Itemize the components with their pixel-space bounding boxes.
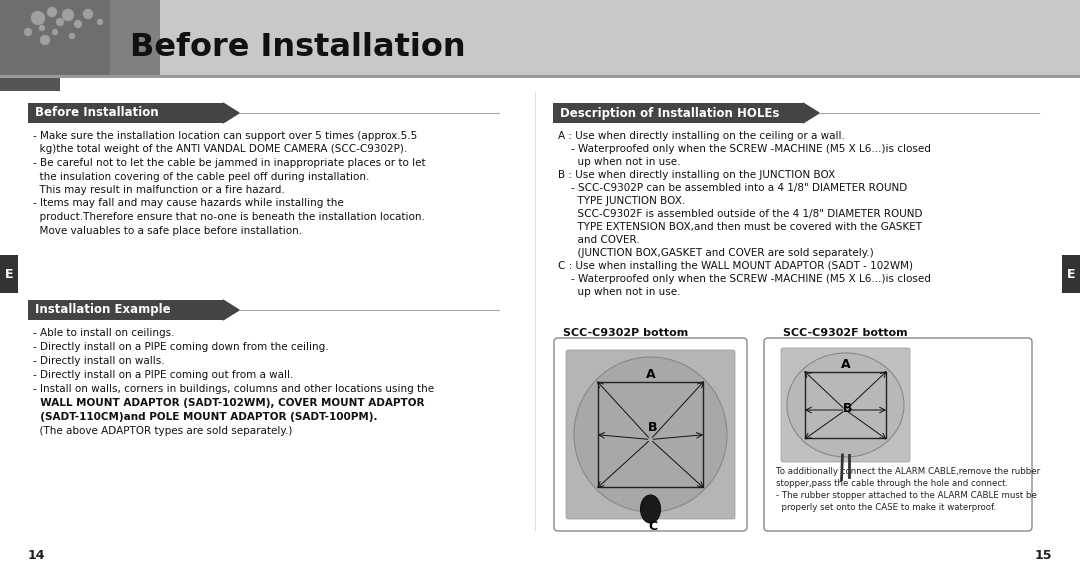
- FancyBboxPatch shape: [764, 338, 1032, 531]
- Circle shape: [40, 35, 50, 45]
- Text: B: B: [648, 421, 658, 434]
- Circle shape: [31, 11, 45, 25]
- Text: 15: 15: [1035, 549, 1052, 562]
- Ellipse shape: [640, 495, 661, 523]
- Bar: [0, 255, 18, 293]
- Ellipse shape: [573, 357, 727, 512]
- Text: - Directly install on a PIPE coming out from a wall.: - Directly install on a PIPE coming out …: [33, 370, 294, 380]
- Polygon shape: [222, 300, 239, 320]
- Text: WALL MOUNT ADAPTOR (SADT-102WM), COVER MOUNT ADAPTOR: WALL MOUNT ADAPTOR (SADT-102WM), COVER M…: [33, 398, 424, 408]
- Text: Description of Installation HOLEs: Description of Installation HOLEs: [561, 107, 780, 119]
- Circle shape: [62, 9, 75, 21]
- Text: A: A: [840, 357, 850, 371]
- Text: SCC-C9302P bottom: SCC-C9302P bottom: [563, 328, 688, 338]
- Text: SCC-C9302F is assembled outside of the 4 1/8" DIAMETER ROUND: SCC-C9302F is assembled outside of the 4…: [558, 209, 922, 219]
- Text: up when not in use.: up when not in use.: [558, 287, 680, 297]
- Text: - Waterproofed only when the SCREW -MACHINE (M5 X L6...)is closed: - Waterproofed only when the SCREW -MACH…: [558, 274, 931, 284]
- FancyBboxPatch shape: [566, 350, 735, 519]
- Circle shape: [24, 28, 32, 36]
- Text: (The above ADAPTOR types are sold separately.): (The above ADAPTOR types are sold separa…: [33, 426, 293, 436]
- Text: - Directly install on a PIPE coming down from the ceiling.: - Directly install on a PIPE coming down…: [33, 342, 328, 352]
- Polygon shape: [804, 103, 819, 123]
- Bar: [0, 0, 1080, 75]
- Text: - Be careful not to let the cable be jammed in inappropriate places or to let: - Be careful not to let the cable be jam…: [33, 158, 426, 168]
- Text: up when not in use.: up when not in use.: [558, 157, 680, 167]
- Text: This may result in malfunction or a fire hazard.: This may result in malfunction or a fire…: [33, 185, 285, 195]
- Text: To additionally connect the ALARM CABLE,remove the rubber: To additionally connect the ALARM CABLE,…: [777, 467, 1040, 476]
- Bar: [0, 0, 160, 75]
- Text: - Directly install on walls.: - Directly install on walls.: [33, 356, 164, 366]
- Bar: [28, 300, 222, 320]
- Text: SCC-C9302F bottom: SCC-C9302F bottom: [783, 328, 907, 338]
- Text: C : Use when installing the WALL MOUNT ADAPTOR (SADT - 102WM): C : Use when installing the WALL MOUNT A…: [558, 261, 913, 271]
- Text: Before Installation: Before Installation: [35, 107, 159, 119]
- Circle shape: [39, 25, 45, 31]
- Circle shape: [48, 7, 57, 17]
- Text: properly set onto the CASE to make it waterproof.: properly set onto the CASE to make it wa…: [777, 503, 996, 512]
- Text: Move valuables to a safe place before installation.: Move valuables to a safe place before in…: [33, 225, 302, 236]
- Circle shape: [83, 9, 93, 19]
- Text: Before Installation: Before Installation: [130, 33, 465, 63]
- Bar: [1062, 255, 1080, 293]
- Text: - Waterproofed only when the SCREW -MACHINE (M5 X L6...)is closed: - Waterproofed only when the SCREW -MACH…: [558, 144, 931, 154]
- Circle shape: [52, 29, 58, 35]
- Text: - SCC-C9302P can be assembled into a 4 1/8" DIAMETER ROUND: - SCC-C9302P can be assembled into a 4 1…: [558, 183, 907, 193]
- Bar: [553, 103, 804, 123]
- Text: TYPE EXTENSION BOX,and then must be covered with the GASKET: TYPE EXTENSION BOX,and then must be cove…: [558, 222, 922, 232]
- Text: stopper,pass the cable through the hole and connect.: stopper,pass the cable through the hole …: [777, 479, 1008, 488]
- Bar: [0, 75, 1080, 78]
- Bar: [28, 103, 222, 123]
- Text: 14: 14: [28, 549, 45, 562]
- Text: and COVER.: and COVER.: [558, 235, 639, 245]
- Text: TYPE JUNCTION BOX.: TYPE JUNCTION BOX.: [558, 196, 685, 206]
- Text: (JUNCTION BOX,GASKET and COVER are sold separately.): (JUNCTION BOX,GASKET and COVER are sold …: [558, 248, 874, 258]
- Text: - Items may fall and may cause hazards while installing the: - Items may fall and may cause hazards w…: [33, 198, 343, 208]
- Text: kg)the total weight of the ANTI VANDAL DOME CAMERA (SCC-C9302P).: kg)the total weight of the ANTI VANDAL D…: [33, 144, 407, 154]
- Text: the insulation covering of the cable peel off during installation.: the insulation covering of the cable pee…: [33, 172, 369, 182]
- FancyBboxPatch shape: [554, 338, 747, 531]
- Text: Installation Example: Installation Example: [35, 303, 171, 317]
- Text: - Able to install on ceilings.: - Able to install on ceilings.: [33, 328, 175, 338]
- Text: E: E: [1067, 268, 1076, 281]
- Ellipse shape: [787, 353, 904, 457]
- Bar: [0, 78, 60, 91]
- Bar: [0, 0, 110, 75]
- Text: - The rubber stopper attached to the ALARM CABLE must be: - The rubber stopper attached to the ALA…: [777, 491, 1037, 500]
- Bar: [805, 372, 886, 438]
- Text: - Install on walls, corners in buildings, columns and other locations using the: - Install on walls, corners in buildings…: [33, 384, 434, 394]
- Polygon shape: [222, 103, 239, 123]
- Text: A : Use when directly installing on the ceiling or a wall.: A : Use when directly installing on the …: [558, 131, 845, 141]
- Circle shape: [97, 19, 103, 25]
- Text: product.Therefore ensure that no-one is beneath the installation location.: product.Therefore ensure that no-one is …: [33, 212, 424, 222]
- Circle shape: [69, 33, 75, 39]
- Bar: [598, 382, 703, 487]
- Text: C: C: [648, 520, 657, 534]
- Circle shape: [56, 18, 64, 26]
- Text: A: A: [646, 367, 656, 381]
- Text: E: E: [4, 268, 13, 281]
- Text: B : Use when directly installing on the JUNCTION BOX: B : Use when directly installing on the …: [558, 170, 835, 180]
- Circle shape: [75, 20, 82, 28]
- FancyBboxPatch shape: [781, 348, 910, 462]
- Text: B: B: [842, 402, 852, 414]
- Text: (SADT-110CM)and POLE MOUNT ADAPTOR (SADT-100PM).: (SADT-110CM)and POLE MOUNT ADAPTOR (SADT…: [33, 412, 378, 422]
- Text: - Make sure the installation location can support over 5 times (approx.5.5: - Make sure the installation location ca…: [33, 131, 417, 141]
